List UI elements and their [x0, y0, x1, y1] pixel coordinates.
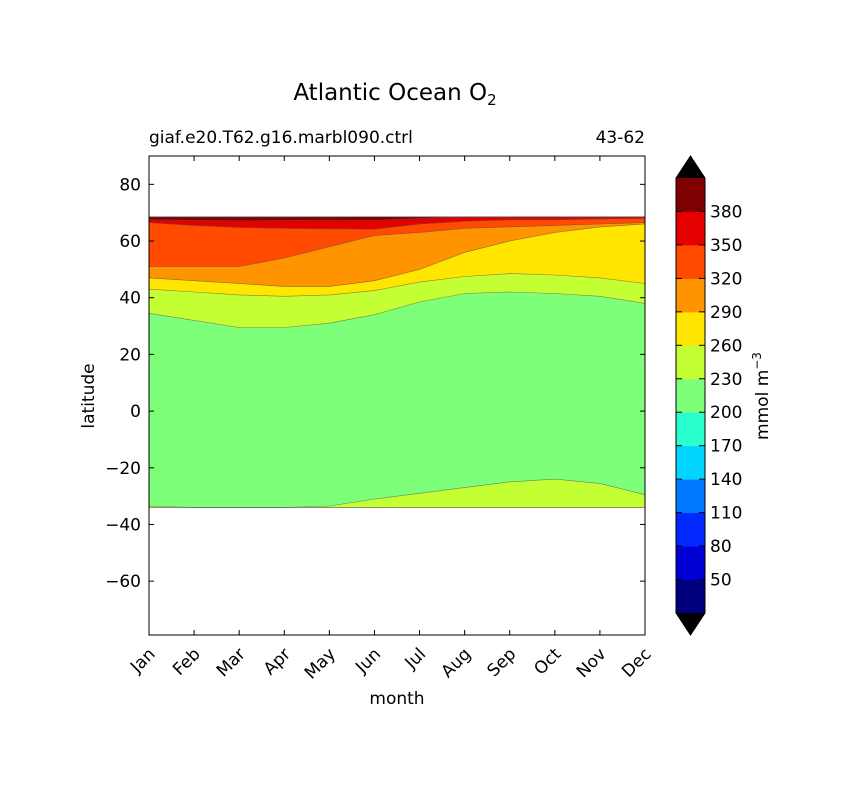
colorbar-segment [676, 412, 705, 447]
x-tick-label: Aug [438, 644, 476, 682]
x-tick-label: Nov [573, 644, 611, 682]
colorbar-tick-label: 140 [710, 470, 742, 490]
colorbar-segment [676, 479, 705, 514]
y-tick-label: −20 [105, 459, 141, 479]
colorbar-segment [676, 211, 705, 246]
contour-line [148, 291, 646, 328]
colorbar-tick-label: 380 [710, 202, 742, 222]
contour-line [149, 222, 646, 267]
colorbar-tick-label: 260 [710, 336, 742, 356]
colorbar-tick-label: 350 [710, 236, 742, 256]
y-axis: 80 60 40 20 0 −20 −40 −60 [105, 175, 645, 592]
colorbar-outline [675, 155, 706, 636]
chart-title-subscript: 2 [487, 91, 497, 109]
x-tick-label: Feb [169, 644, 204, 679]
contour-line [148, 273, 646, 297]
colorbar-tick-label: 200 [710, 403, 742, 423]
colorbar-segment [676, 178, 705, 212]
y-tick-label: −40 [105, 515, 141, 535]
y-tick-label: 60 [119, 232, 141, 252]
y-tick-label: 80 [119, 175, 141, 195]
colorbar-segment [676, 311, 705, 346]
x-tick-label: Apr [260, 644, 295, 679]
x-tick-label: Oct [530, 644, 565, 679]
colorbar-tick-label: 80 [710, 537, 732, 557]
x-tick-label: May [301, 644, 340, 683]
contour-line [148, 218, 646, 230]
colorbar-segment [676, 345, 705, 380]
x-tick-label: Jan [126, 644, 159, 677]
contour-line [148, 223, 646, 287]
plot-frame [148, 155, 646, 636]
colorbar-tick-label: 50 [710, 571, 732, 591]
y-tick-label: 0 [130, 402, 141, 422]
chart-subtitle-right: 43-62 [596, 128, 645, 148]
x-tick-label: Sep [483, 644, 520, 681]
colorbar-extend-bottom [676, 613, 705, 635]
colorbar-segment [676, 278, 705, 313]
colorbar-segment [676, 512, 705, 547]
y-tick-label: −60 [105, 572, 141, 592]
x-tick-label: Dec [618, 644, 655, 681]
x-axis-label: month [369, 689, 424, 709]
colorbar: 50 80 110 140 170 200 230 260 290 320 350 380 [675, 155, 742, 636]
colorbar-tick-label: 170 [710, 437, 742, 457]
y-tick-label: 20 [119, 345, 141, 365]
chart-title: Atlantic Ocean O2 [293, 80, 496, 109]
colorbar-segment [676, 579, 705, 614]
colorbar-label: mmol m−3 [750, 352, 773, 440]
contour-fill-layer [148, 216, 646, 508]
colorbar-segment [676, 378, 705, 413]
colorbar-tick-label: 290 [710, 303, 742, 323]
colorbar-label-superscript: −3 [750, 352, 764, 370]
colorbar-tick-label: 230 [710, 370, 742, 390]
colorbar-tick-label: 320 [710, 269, 742, 289]
x-tick-label: Jun [351, 644, 385, 678]
colorbar-extend-top [676, 156, 705, 178]
x-tick-label: Jul [401, 644, 430, 673]
chart-subtitle-left: giaf.e20.T62.g16.marbl090.ctrl [149, 128, 413, 148]
colorbar-segment [676, 244, 705, 279]
colorbar-segment [676, 445, 705, 480]
colorbar-tick-label: 110 [710, 504, 742, 524]
y-tick-label: 40 [119, 289, 141, 309]
colorbar-segment [676, 546, 705, 581]
x-tick-label: Mar [213, 644, 250, 681]
band-max-patch [351, 216, 393, 220]
y-axis-label: latitude [79, 363, 99, 428]
